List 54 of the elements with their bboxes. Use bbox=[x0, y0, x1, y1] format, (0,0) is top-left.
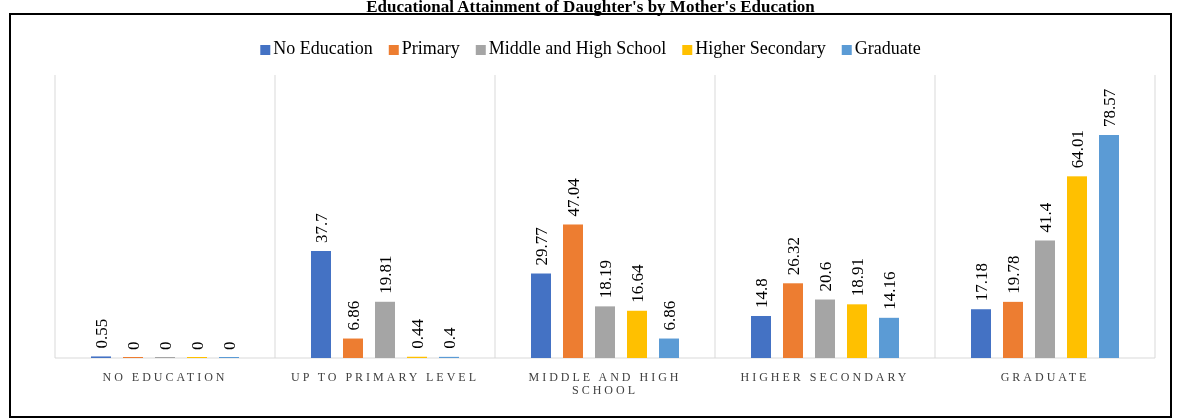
data-label: 18.19 bbox=[596, 260, 615, 299]
bar bbox=[815, 299, 835, 358]
data-label: 78.57 bbox=[1100, 88, 1119, 127]
bar bbox=[783, 283, 803, 358]
data-label: 47.04 bbox=[564, 177, 583, 217]
data-label: 41.4 bbox=[1036, 202, 1055, 233]
data-label: 19.78 bbox=[1004, 255, 1023, 294]
legend-label: Middle and High School bbox=[488, 38, 667, 58]
bar bbox=[847, 304, 867, 358]
data-label: 18.91 bbox=[848, 258, 867, 297]
legend-label: No Education bbox=[273, 38, 373, 58]
data-label: 0.44 bbox=[408, 318, 427, 349]
bar bbox=[1035, 240, 1055, 358]
chart-title: Educational Attainment of Daughter's by Mother's Education bbox=[366, 0, 816, 16]
bar bbox=[311, 251, 331, 358]
legend-label: Higher Secondary bbox=[695, 38, 826, 58]
data-label: 29.77 bbox=[532, 226, 551, 266]
data-label: 0.55 bbox=[92, 318, 111, 349]
data-label: 0 bbox=[188, 341, 207, 350]
x-tick-label: HIGHER SECONDARY bbox=[740, 370, 910, 384]
data-label: 17.18 bbox=[972, 262, 991, 302]
data-label: 0 bbox=[220, 341, 239, 350]
x-tick-label: MIDDLE AND HIGH SCHOOL bbox=[528, 370, 682, 397]
bar bbox=[1003, 301, 1023, 358]
data-label: 14.16 bbox=[880, 271, 899, 310]
data-label: 64.01 bbox=[1068, 130, 1087, 169]
data-label: 37.7 bbox=[312, 212, 331, 243]
bar bbox=[1099, 135, 1119, 358]
x-tick-label: GRADUATE bbox=[1000, 370, 1090, 384]
bar bbox=[751, 315, 771, 358]
bar bbox=[659, 338, 679, 358]
x-tick-label: UP TO PRIMARY LEVEL bbox=[290, 370, 480, 384]
data-label: 6.86 bbox=[344, 300, 363, 331]
bar bbox=[375, 301, 395, 358]
bar bbox=[879, 317, 899, 358]
bar bbox=[971, 309, 991, 358]
bar bbox=[531, 273, 551, 358]
bar bbox=[563, 224, 583, 358]
data-label: 0 bbox=[124, 341, 143, 350]
data-label: 0 bbox=[156, 341, 175, 350]
legend-label: Graduate bbox=[854, 38, 921, 58]
bar bbox=[1067, 176, 1087, 358]
data-label: 16.64 bbox=[628, 264, 647, 303]
data-label: 19.81 bbox=[376, 255, 395, 294]
bar bbox=[343, 338, 363, 358]
data-label: 20.6 bbox=[816, 261, 835, 292]
data-label: 26.32 bbox=[784, 237, 803, 276]
x-tick-label: NO EDUCATION bbox=[102, 370, 228, 384]
data-label: 14.8 bbox=[752, 278, 771, 308]
data-label: 6.86 bbox=[660, 300, 679, 331]
bar bbox=[627, 310, 647, 358]
data-label: 0.4 bbox=[440, 327, 459, 349]
legend-label: Primary bbox=[401, 38, 460, 58]
bar bbox=[595, 306, 615, 358]
